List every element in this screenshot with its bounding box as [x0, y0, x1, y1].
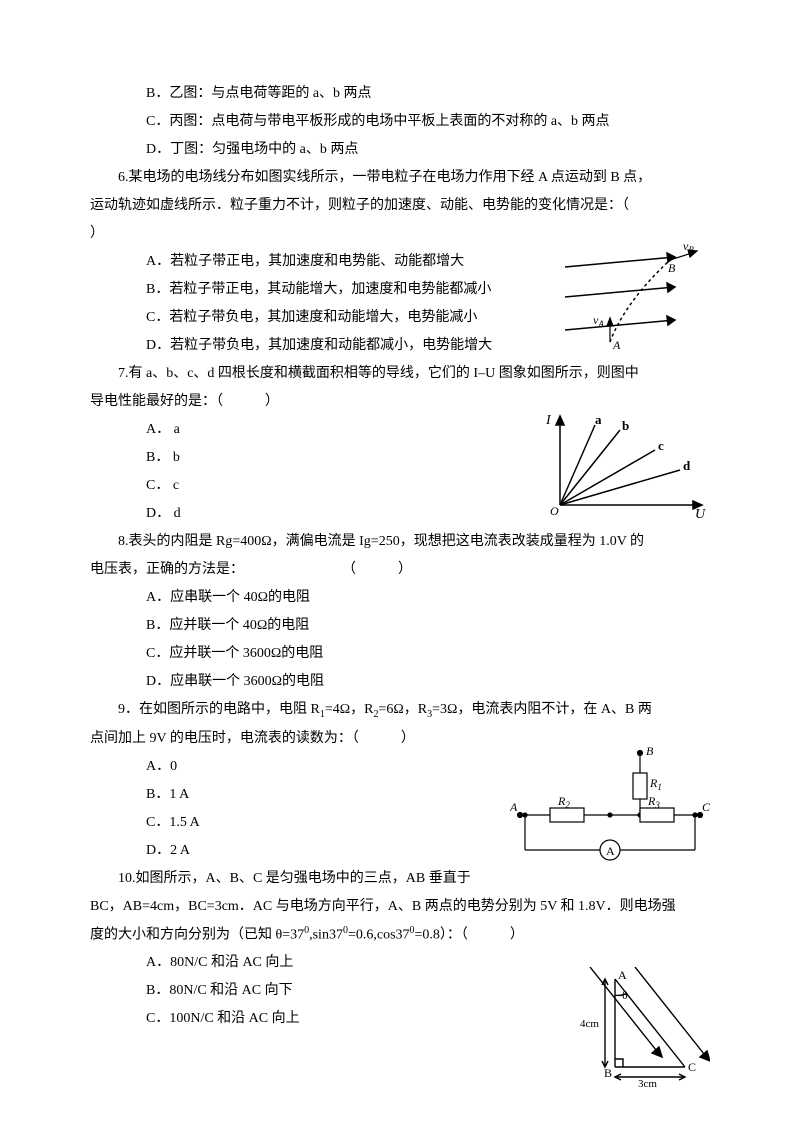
q5-opt-b: B．乙图：与点电荷等距的 a、b 两点	[90, 80, 710, 108]
q10-opt-c: C．100N/C 和沿 AC 向上	[90, 1005, 710, 1033]
q6-opt-d: D．若粒子带负电，其加速度和动能都减小，电势能增大	[90, 332, 710, 360]
q8-opt-d: D．应串联一个 3600Ω的电阻	[90, 668, 710, 696]
q10-stem-2b: 度的大小和方向分别为（已知 θ=370,sin370=0.6,cos370=0.…	[90, 921, 710, 950]
svg-text:θ: θ	[622, 988, 628, 1002]
q8-opt-b: B．应并联一个 40Ω的电阻	[90, 612, 710, 640]
q8-opt-c: C．应并联一个 3600Ω的电阻	[90, 640, 710, 668]
svg-text:3cm: 3cm	[638, 1078, 657, 1087]
q7-opt-b: B． b	[90, 444, 710, 472]
q6-opt-a-text: A．若粒子带正电，其加速度和电势能、动能都增大	[146, 254, 464, 269]
q7-stem-1: 7.有 a、b、c、d 四根长度和横截面积相等的导线，它们的 I–U 图象如图所…	[90, 360, 710, 388]
q7-opt-a: A． a I U O a b	[90, 416, 710, 444]
q10-stem-2a: BC，AB=4cm，BC=3cm．AC 与电场方向平行，A、B 两点的电势分别为…	[90, 893, 710, 921]
q6-opt-a: A．若粒子带正电，其加速度和电势能、动能都增大	[90, 248, 710, 276]
q6-stem-2: 运动轨迹如虚线所示．粒子重力不计，则粒子的加速度、动能、电势能的变化情况是：（	[90, 192, 710, 220]
q9-opt-c: C．1.5 A	[90, 809, 710, 837]
exam-page: B．乙图：与点电荷等距的 a、b 两点 C．丙图：点电荷与带电平板形成的电场中平…	[0, 0, 800, 1073]
q6-opt-b: B．若粒子带正电，其动能增大，加速度和电势能都减小	[90, 276, 710, 304]
q9-stem-1: 9．在如图所示的电路中，电阻 R1=4Ω，R2=6Ω，R3=3Ω，电流表内阻不计…	[90, 696, 710, 725]
q5-opt-c: C．丙图：点电荷与带电平板形成的电场中平板上表面的不对称的 a、b 两点	[90, 108, 710, 136]
q7-opt-d: D． d	[90, 500, 710, 528]
svg-text:B: B	[604, 1066, 612, 1080]
q10-opt-b: B．80N/C 和沿 AC 向下	[90, 977, 710, 1005]
q8-opt-a: A．应串联一个 40Ω的电阻	[90, 584, 710, 612]
svg-text:b: b	[622, 418, 629, 433]
q5-opt-d: D．丁图：匀强电场中的 a、b 两点	[90, 136, 710, 164]
q9-opt-a: A．0	[90, 753, 710, 781]
q9-opt-d: D．2 A	[90, 837, 710, 865]
q8-stem-1: 8.表头的内阻是 Rg=400Ω，满偏电流是 Ig=250，现想把这电流表改装成…	[90, 528, 710, 556]
q6-label-b: B	[668, 261, 676, 275]
q6-stem-1: 6.某电场的电场线分布如图实线所示，一带电粒子在电场力作用下经 A 点运动到 B…	[90, 164, 710, 192]
q7-opt-c: C． c	[90, 472, 710, 500]
q9-opt-b: B．1 A	[90, 781, 710, 809]
svg-text:I: I	[545, 413, 552, 428]
q6-opt-c: C．若粒子带负电，其加速度和动能增大，电势能减小	[90, 304, 710, 332]
q10-stem-1: 10.如图所示，A、B、C 是匀强电场中的三点，AB 垂直于	[90, 865, 710, 893]
svg-text:vB: vB	[683, 242, 694, 255]
svg-text:C: C	[688, 1060, 696, 1074]
svg-text:B: B	[646, 745, 654, 758]
svg-text:A: A	[618, 968, 627, 982]
svg-text:a: a	[595, 412, 602, 427]
q8-stem-2: 电压表，正确的方法是： （ ）	[90, 556, 710, 584]
